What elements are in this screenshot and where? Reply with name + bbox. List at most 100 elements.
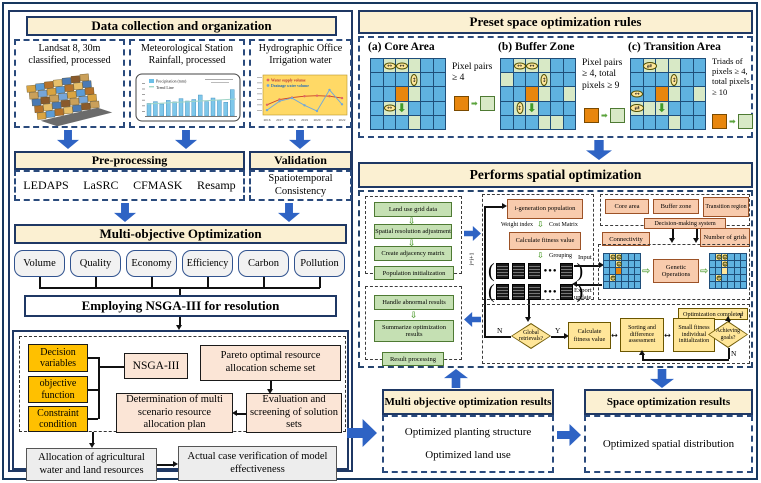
- grid-arrow-icon: ⊕: [610, 254, 616, 260]
- grid-arrow-icon: ⊕: [716, 254, 722, 260]
- grid-arrow-icon: ↔: [525, 62, 538, 70]
- convert-arrow-icon: ➡: [729, 117, 736, 126]
- preproc-item: CFMASK: [133, 178, 183, 192]
- svg-text:Water supply volume: Water supply volume: [271, 79, 306, 83]
- objective-quality: Quality: [70, 250, 121, 277]
- yes-label: Y: [555, 326, 561, 335]
- hydro-title-line2: Irrigation water: [269, 55, 332, 66]
- yes-label: Y: [738, 311, 744, 320]
- svg-text:2019: 2019: [301, 118, 308, 122]
- grid-arrow-icon: ⬇: [656, 101, 667, 115]
- svg-text:2021: 2021: [326, 118, 333, 122]
- landsat-title-line1: Landsat 8, 30m: [38, 43, 101, 54]
- post-box: Handle abnormal results ⇩ Summarize opti…: [365, 286, 462, 360]
- rule-a-text: Pixel pairs ≥ 4: [452, 62, 493, 84]
- decision-variables-box: Decision variables: [28, 344, 88, 372]
- rule-b-text: Pixel pairs ≥ 4, total pixels ≥ 9: [582, 58, 623, 91]
- preset-rules-section: Preset space optimization rules (a) Core…: [358, 10, 753, 138]
- grid-arrow-icon: ↔: [383, 62, 396, 70]
- svg-text:2017: 2017: [276, 118, 283, 122]
- grouping-label: Grouping: [549, 253, 572, 259]
- input-label: Input: [578, 254, 592, 261]
- flow-arrow-down-icon: [289, 130, 311, 149]
- rule-c-pixel-legend: ➡: [712, 114, 753, 129]
- spatial-optimization-header: Performs spatial optimization: [358, 162, 753, 188]
- objective-pollution: Pollution: [294, 250, 345, 277]
- grid-arrow-icon: ⇄: [642, 62, 657, 70]
- ga-to-post-arrow-icon: [464, 312, 481, 327]
- green-pixel-icon: [609, 108, 625, 123]
- genetic-operations-label-box: Genetic Operations: [653, 259, 699, 283]
- i-generation-population-box: i-generation population: [507, 199, 583, 219]
- prep-box: Land use grid data ⇩ Spatial resolution …: [365, 196, 462, 274]
- preproc-item: Resamp: [197, 178, 236, 192]
- objective-efficiency: Efficiency: [182, 250, 233, 277]
- population-matrix-row: (●●●): [488, 281, 584, 303]
- meteo-source-box: Meteorological Station Rainfall, process…: [129, 39, 245, 128]
- hydro-source-box: Hydrographic Office Irrigation water Wat…: [249, 39, 352, 128]
- preset-rules-header: Preset space optimization rules: [358, 10, 753, 34]
- population-matrix-row: (●●●): [488, 260, 584, 282]
- down-arrow-icon: ⇩: [410, 311, 418, 321]
- calculate-fitness-box: Calculate fitness value: [509, 232, 581, 250]
- flow-arrow-down-icon: [278, 203, 300, 222]
- ga-box: i-generation population Weight index ⇩ C…: [482, 194, 594, 303]
- spatial-resolution-box: Spatial resolution adjustment: [374, 224, 452, 239]
- verification-box: Actual case verification of model effect…: [178, 446, 337, 481]
- result-item: Optimized planting structure: [404, 426, 532, 438]
- objective-economy: Economy: [126, 250, 177, 277]
- grid-arrow-icon: ↔: [631, 90, 644, 98]
- loop-label: i=i+1: [469, 252, 476, 266]
- global-retrievals-diamond: Global retrievals?: [511, 323, 551, 349]
- rule-c-label: (c) Transition Area: [628, 41, 721, 53]
- no-label: N: [731, 349, 737, 358]
- landsat-source-box: Landsat 8, 30m classified, processed: [14, 39, 125, 128]
- nsga-dashed-box: Decision variables objective function Co…: [19, 336, 346, 433]
- result-item: Optimized land use: [425, 449, 511, 461]
- down-arrow-icon: ⇩: [537, 220, 544, 229]
- flow-arrow-down-icon: [57, 130, 79, 149]
- grid-arrow-icon: ↔: [383, 104, 396, 112]
- buffer-zone-box: Buffer zone: [653, 199, 699, 214]
- result-processing-box: Result processing: [382, 352, 444, 366]
- svg-text:Precipitation (mm): Precipitation (mm): [156, 79, 187, 84]
- grid-arrow-icon: ⬇: [526, 101, 537, 115]
- green-pixel-icon: [479, 96, 495, 111]
- rule-a-pixel-legend: ➡: [454, 96, 495, 111]
- core-area-box: Core area: [605, 199, 649, 214]
- land-use-grid-data-box: Land use grid data: [374, 202, 452, 217]
- grid-arrow-icon: ⊕: [716, 275, 722, 281]
- left-panel: Data collection and organization Landsat…: [8, 10, 353, 481]
- objective-function-box: objective function: [28, 376, 88, 403]
- down-arrow-icon: ⇩: [537, 251, 544, 260]
- population-initialization-box: Population initialization: [374, 266, 454, 280]
- down-arrow-icon: ⇩: [408, 239, 416, 249]
- objective-carbon: Carbon: [238, 250, 289, 277]
- svg-text:2020: 2020: [314, 118, 321, 122]
- svg-text:Drainage water volume: Drainage water volume: [271, 84, 309, 88]
- rule-b-grid: ↔ ↔ ↕ ↕ ⬇: [500, 58, 576, 130]
- objective-volume: Volume: [14, 250, 65, 277]
- allocation-box: Allocation of agricultural water and lan…: [26, 448, 157, 481]
- validation-header: Validation: [249, 151, 352, 170]
- preproc-item: LaSRC: [83, 178, 119, 192]
- connectivity-box: Connectivity: [602, 232, 650, 246]
- cost-matrix-label: Cost Matrix: [549, 222, 578, 228]
- preprocessing-body: LEDAPS LaSRC CFMASK Resamp: [14, 170, 245, 201]
- preprocessing-header: Pre-processing: [14, 151, 245, 170]
- multi-objective-results-body: Optimized planting structure Optimized l…: [382, 415, 554, 473]
- transition-region-box: Transition region: [703, 197, 749, 217]
- no-label: N: [497, 326, 503, 335]
- nsga-banner: Employing NSGA-III for resolution: [24, 295, 337, 317]
- grid-arrow-icon: ↔: [513, 62, 526, 70]
- determination-box: Determination of multi scenario resource…: [116, 393, 233, 433]
- grid-arrow-icon: ⊕: [616, 254, 622, 260]
- preproc-item: LEDAPS: [23, 178, 69, 192]
- pareto-box: Pareto optimal resource allocation schem…: [200, 345, 341, 381]
- grid-after-genetic: ⊕ ⊕ ⊕ ⊕: [709, 253, 747, 289]
- grid-arrow-icon: ↔: [395, 62, 408, 70]
- svg-text:2016: 2016: [264, 118, 271, 122]
- double-arrow-icon: ↔: [664, 331, 671, 340]
